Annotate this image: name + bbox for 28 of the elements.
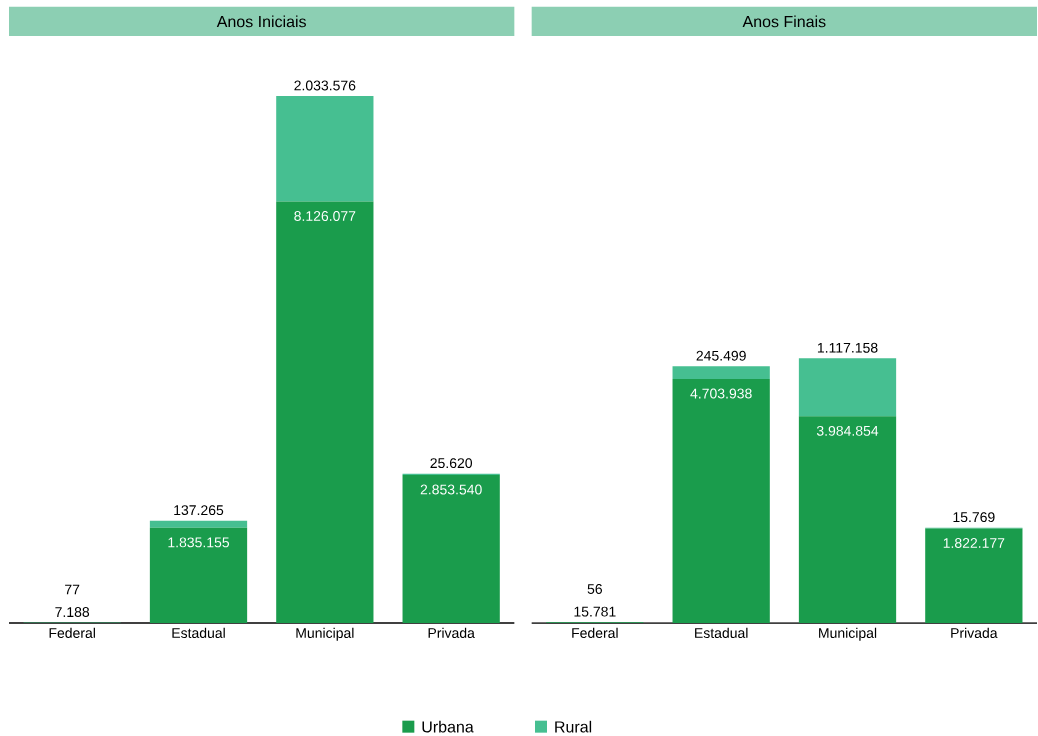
- x-tick-label: Municipal: [296, 627, 354, 641]
- data-label: 1.835.155: [168, 537, 230, 548]
- data-label: 1.117.158: [817, 342, 878, 353]
- data-label: 8.126.077: [294, 211, 356, 222]
- data-label: 2.033.576: [294, 80, 356, 91]
- x-tick-label: Municipal: [819, 627, 877, 641]
- data-label: 4.703.938: [690, 388, 752, 399]
- x-tick-label: Federal: [49, 627, 95, 638]
- data-label: 25.620: [430, 458, 473, 469]
- x-tick-label: Estadual: [172, 627, 225, 638]
- data-label: 137.265: [174, 505, 224, 516]
- data-label: 77: [65, 584, 80, 595]
- data-label: 15.769: [953, 512, 995, 523]
- x-tick-label: Federal: [572, 627, 618, 638]
- chart-title: Anos Iniciais: [216, 15, 306, 28]
- legend-label: Urbana: [422, 720, 474, 733]
- data-label: 15.781: [574, 606, 616, 617]
- data-label: 3.984.854: [816, 425, 879, 436]
- x-tick-label: Privada: [428, 627, 475, 638]
- data-label: 2.853.540: [420, 484, 482, 495]
- x-tick-label: Privada: [951, 627, 998, 638]
- data-label: 245.499: [696, 350, 746, 361]
- x-tick-label: Estadual: [695, 627, 748, 638]
- data-label: 7.188: [55, 607, 90, 618]
- chart-title: Anos Finais: [742, 15, 826, 28]
- data-label: 56: [587, 584, 603, 594]
- legend-label: Rural: [555, 720, 592, 733]
- data-label: 1.822.177: [943, 538, 1005, 548]
